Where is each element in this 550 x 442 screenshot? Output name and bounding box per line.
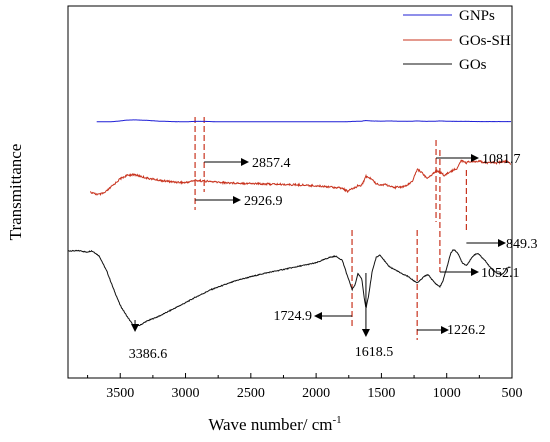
annotations: 2857.4 2926.9 1081.7 849.3 1052.1 1226.2 1724.… xyxy=(129,152,538,362)
annotation-label: 2857.4 xyxy=(252,156,291,171)
series-lines xyxy=(67,119,512,328)
plot-frame xyxy=(67,5,513,379)
legend-label-gnps: GNPs xyxy=(459,8,495,24)
annotation-label: 1052.1 xyxy=(481,266,520,281)
series-line-gnps xyxy=(96,119,512,123)
y-axis-label: Transmittance xyxy=(6,144,25,241)
annotation-label: 1724.9 xyxy=(274,309,313,324)
annotation-label: 1081.7 xyxy=(482,152,521,167)
annotation-label: 3386.6 xyxy=(129,347,168,362)
x-tick-label: 500 xyxy=(502,386,523,401)
legend-label-gos: GOs xyxy=(459,57,487,73)
x-tick-label: 2500 xyxy=(237,386,265,401)
reference-lines xyxy=(194,117,467,340)
x-tick-label: 2000 xyxy=(302,386,330,401)
legend: GNPs GOs-SH GOs xyxy=(403,8,511,73)
x-tick-label: 1500 xyxy=(367,386,395,401)
x-tick-label: 3500 xyxy=(106,386,134,401)
annotation-label: 849.3 xyxy=(506,237,538,252)
x-axis-ticks: 3500 3000 2500 2000 1500 1000 500 xyxy=(87,373,523,401)
series-line-gos xyxy=(67,249,511,328)
x-tick-label: 1000 xyxy=(433,386,461,401)
legend-label-gos-sh: GOs-SH xyxy=(459,33,511,49)
annotation-label: 1226.2 xyxy=(447,323,486,338)
annotation-label: 2926.9 xyxy=(244,194,283,209)
x-tick-label: 3000 xyxy=(172,386,200,401)
annotation-label: 1618.5 xyxy=(355,345,394,360)
x-axis-label: Wave number/ cm-1 xyxy=(208,414,341,434)
series-line-gos-sh xyxy=(89,159,512,197)
